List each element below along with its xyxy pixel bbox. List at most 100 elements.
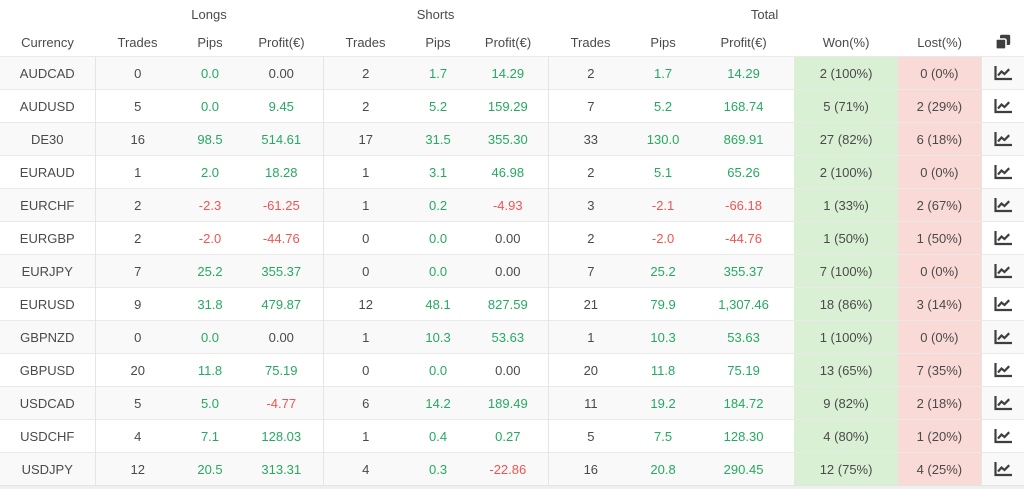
total-pips-cell: 25.2: [633, 254, 694, 288]
total-trades-cell: 33: [547, 122, 634, 156]
total-profit-cell: 355.37: [693, 254, 795, 288]
longs-profit-cell: 0.00: [240, 320, 324, 354]
lost-cell: 1 (50%): [898, 221, 982, 255]
currency-cell: EURGBP: [0, 221, 95, 255]
total-trades-cell: 7: [547, 254, 634, 288]
currency-cell: GBPUSD: [0, 353, 95, 387]
line-chart-icon[interactable]: [992, 64, 1014, 83]
longs-trades-cell: 20: [94, 353, 180, 387]
longs-trades-cell: 2: [94, 188, 180, 222]
total-trades-cell: 16: [547, 452, 634, 486]
longs-profit-cell: 9.45: [240, 89, 324, 123]
shorts-pips-cell: 14.2: [408, 386, 469, 420]
row-chart-cell: [980, 419, 1024, 453]
row-chart-cell: [980, 56, 1024, 90]
line-chart-icon[interactable]: [992, 361, 1014, 380]
row-chart-cell: [980, 89, 1024, 123]
copy-icon[interactable]: [993, 32, 1013, 52]
total-trades-cell: 7: [547, 89, 634, 123]
table-row: USDCHF 4 7.1 128.03 1 0.4 0.27 5 7.5 128…: [0, 419, 1024, 453]
shorts-profit-cell: -4.93: [468, 188, 549, 222]
total-profit-cell: 290.45: [693, 452, 795, 486]
col-header-currency: Currency: [0, 28, 95, 57]
line-chart-icon[interactable]: [992, 196, 1014, 215]
shorts-pips-cell: 0.4: [408, 419, 469, 453]
line-chart-icon[interactable]: [992, 163, 1014, 182]
line-chart-icon[interactable]: [992, 394, 1014, 413]
total-trades-cell: 1: [547, 320, 634, 354]
shorts-trades-cell: 4: [322, 452, 409, 486]
shorts-trades-cell: 2: [322, 56, 409, 90]
lost-cell: 3 (14%): [898, 287, 982, 321]
longs-trades-cell: 4: [94, 419, 180, 453]
table-row: USDCAD 5 5.0 -4.77 6 14.2 189.49 11 19.2…: [0, 386, 1024, 420]
table-row: DE30 16 98.5 514.61 17 31.5 355.30 33 13…: [0, 122, 1024, 156]
table-row: GBPUSD 20 11.8 75.19 0 0.0 0.00 20 11.8 …: [0, 353, 1024, 387]
shorts-pips-cell: 1.7: [408, 56, 469, 90]
shorts-trades-cell: 0: [322, 221, 409, 255]
total-profit-cell: 65.26: [693, 155, 795, 189]
longs-profit-cell: -61.25: [240, 188, 324, 222]
line-chart-icon[interactable]: [992, 130, 1014, 149]
row-chart-cell: [980, 353, 1024, 387]
group-header-total: Total: [548, 0, 982, 28]
table-header: Longs Shorts Total Currency Trades Pips …: [0, 0, 1024, 57]
won-cell: 18 (86%): [794, 287, 899, 321]
shorts-pips-cell: 5.2: [408, 89, 469, 123]
longs-pips-cell: 5.0: [180, 386, 240, 420]
shorts-trades-cell: 1: [322, 320, 409, 354]
table-body: AUDCAD 0 0.0 0.00 2 1.7 14.29 2 1.7 14.2…: [0, 56, 1024, 486]
line-chart-icon[interactable]: [992, 460, 1014, 479]
shorts-trades-cell: 12: [322, 287, 409, 321]
longs-trades-cell: 5: [94, 89, 180, 123]
line-chart-icon[interactable]: [992, 295, 1014, 314]
currency-cell: GBPNZD: [0, 320, 95, 354]
row-chart-cell: [980, 155, 1024, 189]
group-header-spacer: [0, 0, 95, 28]
shorts-profit-cell: 159.29: [468, 89, 549, 123]
table-row: AUDUSD 5 0.0 9.45 2 5.2 159.29 7 5.2 168…: [0, 89, 1024, 123]
row-chart-cell: [980, 188, 1024, 222]
line-chart-icon[interactable]: [992, 262, 1014, 281]
col-header-shorts-pips: Pips: [408, 28, 469, 57]
shorts-profit-cell: 827.59: [468, 287, 549, 321]
row-chart-cell: [980, 320, 1024, 354]
longs-pips-cell: -2.0: [180, 221, 240, 255]
line-chart-icon[interactable]: [992, 97, 1014, 116]
longs-profit-cell: 479.87: [240, 287, 324, 321]
lost-cell: 7 (35%): [898, 353, 982, 387]
longs-pips-cell: 11.8: [180, 353, 240, 387]
lost-cell: 1 (20%): [898, 419, 982, 453]
total-profit-cell: 168.74: [693, 89, 795, 123]
shorts-profit-cell: 0.00: [468, 353, 549, 387]
shorts-profit-cell: 189.49: [468, 386, 549, 420]
won-cell: 7 (100%): [794, 254, 899, 288]
lost-cell: 2 (67%): [898, 188, 982, 222]
shorts-trades-cell: 1: [322, 419, 409, 453]
total-trades-cell: 2: [547, 221, 634, 255]
total-pips-cell: 10.3: [633, 320, 694, 354]
longs-trades-cell: 0: [94, 320, 180, 354]
total-pips-cell: 5.1: [633, 155, 694, 189]
won-cell: 9 (82%): [794, 386, 899, 420]
total-trades-cell: 11: [547, 386, 634, 420]
shorts-pips-cell: 0.0: [408, 221, 469, 255]
total-trades-cell: 20: [547, 353, 634, 387]
total-profit-cell: 128.30: [693, 419, 795, 453]
shorts-pips-cell: 0.2: [408, 188, 469, 222]
total-pips-cell: 19.2: [633, 386, 694, 420]
total-profit-cell: -66.18: [693, 188, 795, 222]
currency-cell: USDJPY: [0, 452, 95, 486]
line-chart-icon[interactable]: [992, 229, 1014, 248]
total-profit-cell: -44.76: [693, 221, 795, 255]
currency-cell: EURAUD: [0, 155, 95, 189]
total-trades-cell: 3: [547, 188, 634, 222]
table-row: EURJPY 7 25.2 355.37 0 0.0 0.00 7 25.2 3…: [0, 254, 1024, 288]
currency-cell: USDCAD: [0, 386, 95, 420]
line-chart-icon[interactable]: [992, 328, 1014, 347]
line-chart-icon[interactable]: [992, 427, 1014, 446]
won-cell: 13 (65%): [794, 353, 899, 387]
longs-pips-cell: 0.0: [180, 320, 240, 354]
